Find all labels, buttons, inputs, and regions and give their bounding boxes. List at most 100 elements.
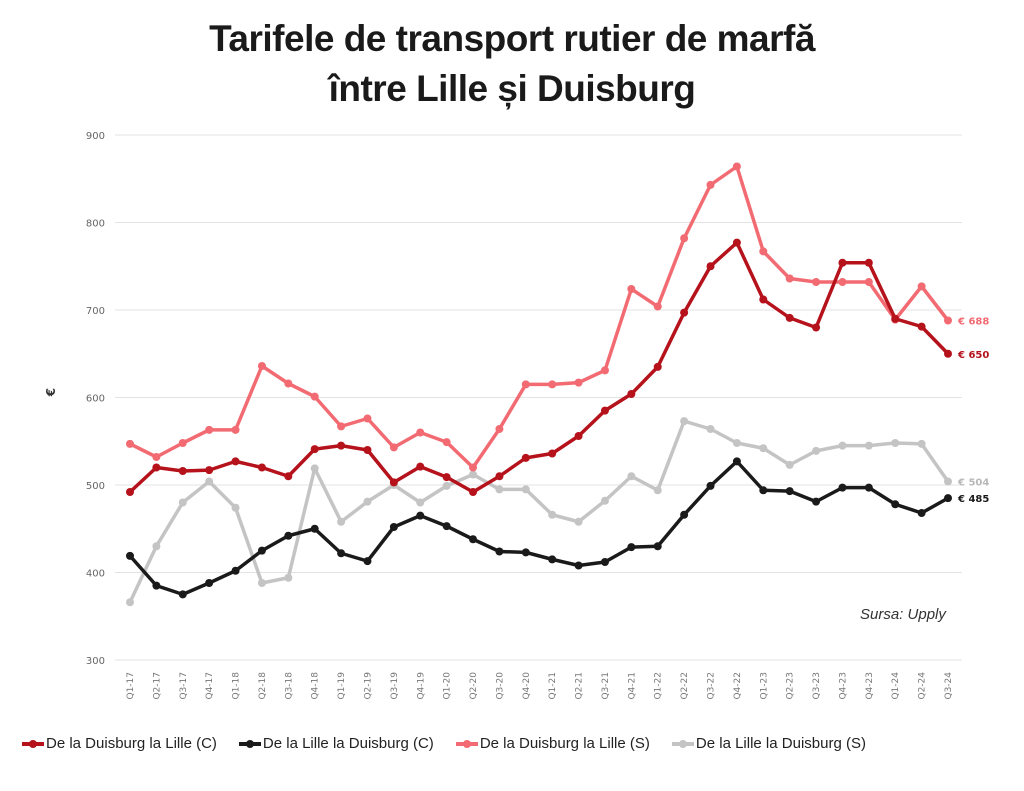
chart-title-line1: Tarifele de transport rutier de marfă xyxy=(209,18,815,59)
data-point xyxy=(732,439,741,447)
x-tick-label: Q1-21 xyxy=(548,672,558,700)
data-point xyxy=(310,464,319,473)
data-point xyxy=(469,488,478,496)
data-point xyxy=(917,282,926,291)
series-line xyxy=(129,164,950,470)
data-point xyxy=(812,323,821,332)
y-axis-label: € xyxy=(44,388,58,397)
data-point xyxy=(284,472,293,481)
data-point xyxy=(231,425,240,434)
data-point xyxy=(653,362,662,371)
x-tick-label: Q1-19 xyxy=(337,672,347,700)
data-point xyxy=(205,466,214,475)
data-point xyxy=(521,485,530,494)
data-point xyxy=(891,500,900,509)
x-tick-label: Q1-17 xyxy=(126,672,136,700)
data-point xyxy=(627,285,636,293)
x-tick-label: Q1-24 xyxy=(891,672,901,700)
data-point xyxy=(363,557,372,566)
data-point xyxy=(284,531,293,540)
x-tick-label: Q2-23 xyxy=(786,672,796,700)
legend-item: De la Lille la Duisburg (C) xyxy=(238,735,434,752)
data-point xyxy=(574,561,583,570)
data-point xyxy=(205,425,214,434)
data-point xyxy=(785,274,794,283)
data-point xyxy=(178,498,187,507)
data-point xyxy=(363,497,372,506)
x-tick-label: Q2-24 xyxy=(918,672,928,700)
data-point xyxy=(495,425,504,433)
data-point xyxy=(152,453,161,461)
data-point xyxy=(337,517,346,526)
data-point xyxy=(126,551,134,560)
x-tick-label: Q2-17 xyxy=(152,672,162,700)
data-point xyxy=(917,509,926,517)
data-point xyxy=(627,472,636,481)
data-point xyxy=(600,406,609,415)
data-point xyxy=(178,467,187,475)
data-point xyxy=(548,510,557,519)
y-tick-label: 400 xyxy=(86,569,105,580)
data-point xyxy=(864,258,873,267)
x-axis-ticks: Q1-17 Q2-17 Q3-17 Q4-17 Q1-18 Q2-18 Q3-18 Q4-18… xyxy=(126,672,954,700)
data-point xyxy=(257,546,266,555)
data-point xyxy=(812,446,821,455)
data-point xyxy=(284,379,293,388)
series-2 xyxy=(126,162,952,472)
data-point xyxy=(126,488,134,496)
legend-swatch-icon xyxy=(455,739,478,748)
x-tick-label: Q2-19 xyxy=(363,672,373,700)
series-line xyxy=(128,240,950,494)
data-point xyxy=(284,573,293,582)
chart-title: Tarifele de transport rutier de marfă în… xyxy=(0,14,1024,114)
data-point xyxy=(178,590,187,599)
data-point xyxy=(891,314,900,323)
legend-item: De la Duisburg la Lille (S) xyxy=(455,735,650,752)
data-point xyxy=(257,579,266,587)
gridlines xyxy=(115,134,962,661)
data-point xyxy=(442,522,451,531)
x-tick-label: Q3-17 xyxy=(179,672,189,700)
source-note: Sursa: Upply xyxy=(860,606,946,623)
data-point xyxy=(680,510,689,519)
data-point xyxy=(812,497,821,506)
legend-item: De la Duisburg la Lille (C) xyxy=(22,735,217,752)
data-point xyxy=(231,457,240,466)
x-tick-label: Q2-20 xyxy=(469,672,479,700)
data-point xyxy=(442,481,451,490)
data-point xyxy=(205,477,214,486)
data-point xyxy=(363,414,372,423)
x-tick-label: Q3-24 xyxy=(944,672,954,700)
x-tick-label: Q4-23 xyxy=(865,672,875,700)
data-point xyxy=(521,380,530,389)
end-label: € 485 xyxy=(957,494,989,505)
data-point xyxy=(469,463,478,472)
legend-item: De la Lille la Duisburg (S) xyxy=(671,735,866,752)
data-point xyxy=(864,278,873,286)
data-point xyxy=(653,302,662,311)
y-axis-ticks: 300 400 500 600 700 800 900 xyxy=(86,131,105,667)
data-point xyxy=(495,547,504,556)
data-point xyxy=(944,494,952,503)
data-point xyxy=(205,579,214,587)
data-point xyxy=(442,438,451,447)
x-tick-label: Q3-20 xyxy=(495,672,505,700)
legend: De la Duisburg la Lille (C) De la Lille l… xyxy=(22,735,866,752)
data-point xyxy=(653,542,662,551)
data-point xyxy=(231,566,240,575)
legend-label: De la Duisburg la Lille (C) xyxy=(46,735,217,752)
x-tick-label: Q3-22 xyxy=(707,672,717,700)
legend-swatch-icon xyxy=(22,739,44,748)
x-tick-label: Q4-19 xyxy=(416,672,426,700)
series-0 xyxy=(126,238,952,496)
x-tick-label: Q2-22 xyxy=(680,672,690,700)
x-tick-label: Q3-18 xyxy=(284,672,294,700)
data-point xyxy=(838,278,847,286)
y-tick-label: 600 xyxy=(86,394,105,405)
series-3 xyxy=(126,417,952,607)
chart-title-line2: între Lille și Duisburg xyxy=(328,68,696,109)
x-tick-label: Q4-22 xyxy=(733,672,743,700)
x-tick-label: Q1-22 xyxy=(654,672,664,700)
x-tick-label: Q4-21 xyxy=(627,672,637,700)
x-tick-label: Q4-18 xyxy=(311,672,321,700)
